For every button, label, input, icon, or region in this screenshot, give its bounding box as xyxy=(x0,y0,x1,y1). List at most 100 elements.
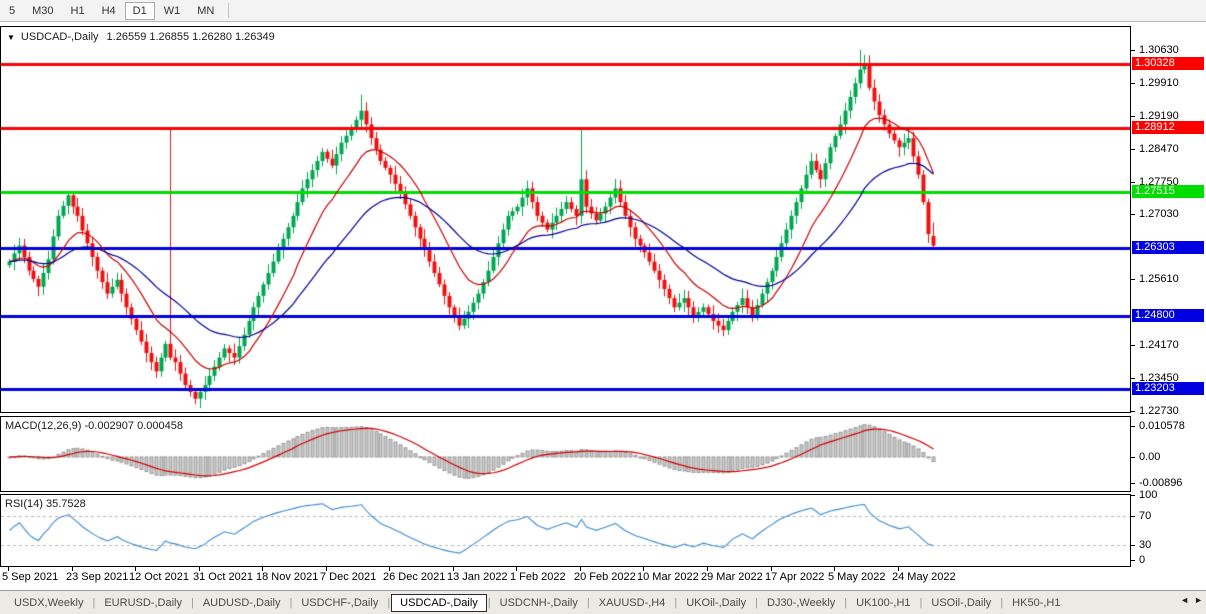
time-tick-label: 29 Mar 2022 xyxy=(701,571,763,583)
time-tick-label: 5 Sep 2021 xyxy=(2,571,59,583)
rsi-indicator-label: RSI(14) xyxy=(5,498,43,510)
price-tick-label: 1.27030 xyxy=(1139,208,1179,220)
tab-separator: | xyxy=(487,596,491,609)
macd-tick-label: 0.010578 xyxy=(1139,420,1185,432)
rsi-tick-mark xyxy=(1131,545,1135,546)
timeframe-button-M30[interactable]: M30 xyxy=(32,4,54,17)
time-tick-mark xyxy=(580,567,581,571)
hline-price-label: 1.28912 xyxy=(1132,121,1204,134)
chart-ohlc-values: 1.26559 1.26855 1.26280 1.26349 xyxy=(106,31,275,43)
tab-scroll-right-icon[interactable]: ► xyxy=(1194,595,1203,605)
price-tick-mark xyxy=(1131,279,1135,280)
time-tick-mark xyxy=(389,567,390,571)
price-tick-label: 1.25610 xyxy=(1139,273,1179,285)
price-tick-mark xyxy=(1131,214,1135,215)
time-tick-mark xyxy=(898,567,899,571)
time-tick-mark xyxy=(262,567,263,571)
timeframe-button-D1[interactable]: D1 xyxy=(124,1,155,20)
tab-scroll-arrows: ◄ ► xyxy=(1175,595,1203,605)
hline-price-label: 1.26303 xyxy=(1132,241,1204,254)
time-tick-mark xyxy=(643,567,644,571)
chart-symbol-label: USDCAD-,Daily xyxy=(20,31,99,43)
time-tick-mark xyxy=(326,567,327,571)
rsi-tick-mark xyxy=(1131,560,1135,561)
price-tick-mark xyxy=(1131,83,1135,84)
chart-tab-audusddaily[interactable]: AUDUSD-,Daily xyxy=(202,596,281,609)
price-tick-mark xyxy=(1131,411,1135,412)
price-tick-mark xyxy=(1131,149,1135,150)
price-tick-mark xyxy=(1131,345,1135,346)
rsi-tick-mark xyxy=(1131,516,1135,517)
macd-tick-label: 0.00 xyxy=(1139,451,1161,463)
time-tick-label: 12 Oct 2021 xyxy=(129,571,189,583)
price-tick-mark xyxy=(1131,378,1135,379)
time-tick-label: 17 Apr 2022 xyxy=(765,571,825,583)
time-tick-label: 18 Nov 2021 xyxy=(256,571,319,583)
rsi-canvas[interactable] xyxy=(1,495,1130,566)
chart-tab-usdchfdaily[interactable]: USDCHF-,Daily xyxy=(301,596,379,609)
timeframe-button-H1[interactable]: H1 xyxy=(70,4,85,17)
tab-scroll-left-icon[interactable]: ◄ xyxy=(1180,595,1190,605)
hline-price-label: 1.23203 xyxy=(1132,382,1204,395)
chart-tab-usdxweekly[interactable]: USDX,Weekly xyxy=(14,596,84,609)
chart-tab-usdcaddaily[interactable]: USDCAD-,Daily xyxy=(391,593,487,612)
chart-tab-hk50h1[interactable]: HK50-,H1 xyxy=(1012,596,1061,609)
tab-separator: | xyxy=(586,596,590,609)
time-tick-mark xyxy=(453,567,454,571)
time-tick-mark xyxy=(516,567,517,571)
tab-separator: | xyxy=(190,596,194,609)
hline-price-label: 1.27515 xyxy=(1132,185,1204,198)
timeframe-button-W1[interactable]: W1 xyxy=(163,4,181,17)
chart-tab-usoildaily[interactable]: USOil-,Daily xyxy=(931,596,992,609)
time-tick-label: 26 Dec 2021 xyxy=(383,571,446,583)
tab-separator: | xyxy=(289,596,293,609)
price-chart-canvas[interactable] xyxy=(1,27,1130,412)
rsi-indicator-value: 35.7528 xyxy=(45,498,86,510)
macd-tick-mark xyxy=(1131,457,1135,458)
time-tick-label: 23 Sep 2021 xyxy=(66,571,129,583)
chart-tab-dj30weekly[interactable]: DJ30-,Weekly xyxy=(767,596,836,609)
toolbar-divider xyxy=(228,3,230,18)
rsi-tick-label: 0 xyxy=(1139,554,1146,566)
chart-tab-uk100h1[interactable]: UK100-,H1 xyxy=(856,596,911,609)
price-tick-label: 1.28470 xyxy=(1139,143,1179,155)
rsi-tick-label: 100 xyxy=(1139,489,1158,501)
chart-tab-usdcnhdaily[interactable]: USDCNH-,Daily xyxy=(499,596,578,609)
macd-indicator-values: -0.002907 0.000458 xyxy=(84,420,183,432)
macd-canvas[interactable] xyxy=(1,417,1130,491)
time-tick-label: 10 Mar 2022 xyxy=(637,571,699,583)
rsi-tick-label: 70 xyxy=(1139,510,1152,522)
time-tick-label: 20 Feb 2022 xyxy=(574,571,636,583)
macd-tick-label: -0.00896 xyxy=(1139,477,1183,489)
timeframe-button-5[interactable]: 5 xyxy=(9,4,16,17)
timeframe-button-MN[interactable]: MN xyxy=(197,4,215,17)
price-tick-mark xyxy=(1131,50,1135,51)
time-tick-label: 31 Oct 2021 xyxy=(193,571,253,583)
time-tick-mark xyxy=(707,567,708,571)
hline-price-label: 1.24800 xyxy=(1132,309,1204,322)
time-tick-mark xyxy=(72,567,73,571)
price-tick-mark xyxy=(1131,182,1135,183)
chart-title: ▼ USDCAD-,Daily 1.26559 1.26855 1.26280 1.… xyxy=(7,31,275,43)
timeframe-button-H4[interactable]: H4 xyxy=(101,4,116,17)
chart-tab-xauusdh4[interactable]: XAUUSD-,H4 xyxy=(598,596,666,609)
chart-tab-eurusddaily[interactable]: EURUSD-,Daily xyxy=(104,596,182,609)
macd-indicator-label: MACD(12,26,9) xyxy=(5,420,82,432)
tab-separator: | xyxy=(919,596,923,609)
time-tick-mark xyxy=(199,567,200,571)
macd-tick-mark xyxy=(1131,426,1135,427)
timeframe-toolbar: 5 M30 H1 H4 D1 W1 MN xyxy=(0,0,1206,22)
price-tick-label: 1.30630 xyxy=(1139,44,1179,56)
macd-tick-mark xyxy=(1131,483,1135,484)
price-tick-label: 1.29190 xyxy=(1139,110,1179,122)
chart-tab-ukoildaily[interactable]: UKOil-,Daily xyxy=(686,596,747,609)
tab-separator: | xyxy=(844,596,848,609)
time-tick-mark xyxy=(135,567,136,571)
tab-separator: | xyxy=(1000,596,1004,609)
time-tick-label: 24 May 2022 xyxy=(892,571,956,583)
macd-header: MACD(12,26,9) -0.002907 0.000458 xyxy=(5,420,183,432)
tab-separator: | xyxy=(755,596,758,609)
symbol-dropdown-icon[interactable]: ▼ xyxy=(7,33,15,42)
time-tick-label: 7 Dec 2021 xyxy=(320,571,377,583)
tab-separator: | xyxy=(674,596,678,609)
